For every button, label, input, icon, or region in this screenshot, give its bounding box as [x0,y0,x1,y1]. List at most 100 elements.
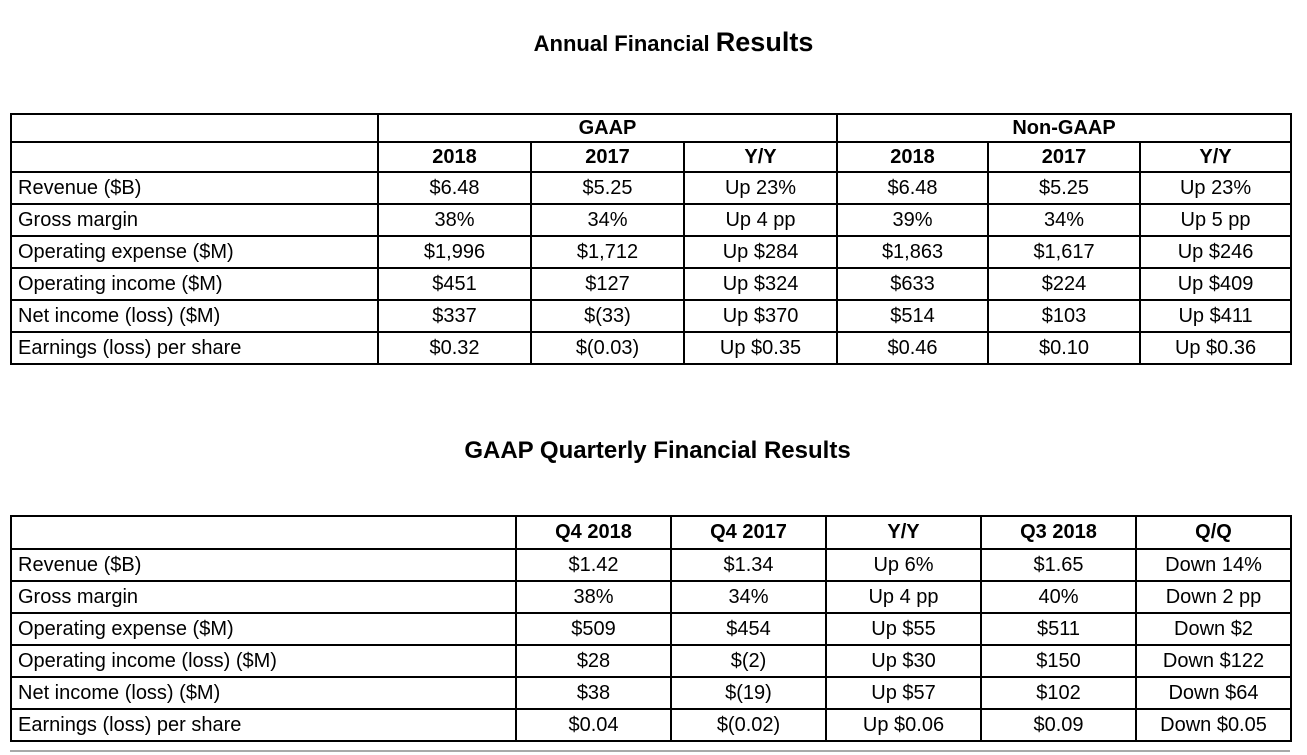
cell-value: $102 [980,676,1137,710]
row-label: Revenue ($B) [10,548,517,582]
cell-value: Up $57 [825,676,982,710]
cell-value: $451 [377,267,532,301]
table-row: Net income (loss) ($M) $38 $(19) Up $57 $102… [10,676,1292,710]
next-row-partial-border [10,750,1290,752]
column-header: 2017 [987,141,1142,173]
cell-value: Up $0.06 [825,708,982,742]
table-row: Revenue ($B) $1.42 $1.34 Up 6% $1.65 Down 14% [10,548,1292,582]
cell-value: Up $0.36 [1139,331,1293,365]
row-label: Net income (loss) ($M) [10,299,379,333]
cell-value: $633 [836,267,990,301]
column-header: Y/Y [682,141,839,173]
cell-value: $0.46 [836,331,990,365]
row-label: Operating expense ($M) [10,235,379,269]
cell-value: 40% [980,580,1137,614]
row-label: Net income (loss) ($M) [10,676,517,710]
cell-value: $511 [980,612,1137,646]
table-row: Net income (loss) ($M) $337 $(33) Up $370 $5… [10,299,1293,333]
cell-value: $1.65 [980,548,1137,582]
cell-value: Down $64 [1135,676,1292,710]
column-header-row: Q4 2018 Q4 2017 Y/Y Q3 2018 Q/Q [10,515,1292,550]
cell-value: $(0.03) [530,331,685,365]
table-row: Earnings (loss) per share $0.04 $(0.02) Up … [10,708,1292,742]
table-row: Operating income ($M) $451 $127 Up $324 $633… [10,267,1293,301]
cell-value: Up $55 [825,612,982,646]
cell-value: Down 14% [1135,548,1292,582]
cell-value: $509 [515,612,672,646]
cell-value: Up $0.35 [682,331,839,365]
cell-value: $454 [670,612,827,646]
cell-value: Up $324 [682,267,839,301]
annual-results-title-emphasis: Results [715,27,814,57]
cell-value: Down $122 [1135,644,1292,678]
cell-value: $0.10 [987,331,1142,365]
cell-value: $1.34 [670,548,827,582]
empty-corner-cell [10,113,379,143]
group-header: GAAP [376,113,839,143]
quarterly-results-table: Q4 2018 Q4 2017 Y/Y Q3 2018 Q/Q Revenue ($B) $… [10,515,1292,742]
row-label: Operating income ($M) [10,267,379,301]
cell-value: $224 [987,267,1142,301]
table-row: Revenue ($B) $6.48 $5.25 Up 23% $6.48 $5.25 Up… [10,171,1293,205]
cell-value: Up 23% [682,171,839,205]
cell-value: $514 [836,299,990,333]
cell-value: $6.48 [377,171,532,205]
cell-value: Up $30 [825,644,982,678]
cell-value: Up $370 [682,299,839,333]
group-header-row: GAAP Non-GAAP [10,113,1293,143]
cell-value: Up $246 [1139,235,1293,269]
cell-value: $(2) [670,644,827,678]
column-header: 2017 [530,141,685,173]
annual-results-title: Annual Financial Results [30,27,1307,58]
annual-results-table: GAAP Non-GAAP 2018 2017 Y/Y 2018 2017 Y/Y Revenu… [10,113,1293,365]
table-row: Earnings (loss) per share $0.32 $(0.03) Up … [10,331,1293,365]
cell-value: Up 23% [1139,171,1293,205]
row-label: Revenue ($B) [10,171,379,205]
cell-value: Up 6% [825,548,982,582]
cell-value: $6.48 [836,171,990,205]
cell-value: $337 [377,299,532,333]
cell-value: $5.25 [530,171,685,205]
cell-value: $1,712 [530,235,685,269]
cell-value: $0.04 [515,708,672,742]
row-label: Earnings (loss) per share [10,331,379,365]
cell-value: 38% [377,203,532,237]
cell-value: $5.25 [987,171,1142,205]
row-label: Gross margin [10,580,517,614]
column-header: Q4 2017 [670,515,827,550]
cell-value: 38% [515,580,672,614]
empty-corner-cell [10,515,517,550]
cell-value: Up $284 [682,235,839,269]
quarterly-results-title: GAAP Quarterly Financial Results [464,437,851,464]
cell-value: $1,617 [987,235,1142,269]
table-row: Operating income (loss) ($M) $28 $(2) Up $3… [10,644,1292,678]
cell-value: $38 [515,676,672,710]
cell-value: Down $0.05 [1135,708,1292,742]
table-row: Operating expense ($M) $1,996 $1,712 Up $28… [10,235,1293,269]
row-label: Operating expense ($M) [10,612,517,646]
cell-value: $1.42 [515,548,672,582]
cell-value: $28 [515,644,672,678]
cell-value: $1,863 [836,235,990,269]
cell-value: Up $411 [1139,299,1293,333]
cell-value: $0.09 [980,708,1137,742]
cell-value: 39% [836,203,990,237]
cell-value: Up 5 pp [1139,203,1293,237]
cell-value: Up $409 [1139,267,1293,301]
table-row: Gross margin 38% 34% Up 4 pp 39% 34% Up 5 pp [10,203,1293,237]
cell-value: $1,996 [377,235,532,269]
column-header: Q/Q [1135,515,1292,550]
cell-value: $0.32 [377,331,532,365]
cell-value: $(0.02) [670,708,827,742]
cell-value: Down 2 pp [1135,580,1292,614]
cell-value: $(19) [670,676,827,710]
column-header: Y/Y [825,515,982,550]
cell-value: Down $2 [1135,612,1292,646]
column-header: Q4 2018 [515,515,672,550]
table-row: Operating expense ($M) $509 $454 Up $55 $511… [10,612,1292,646]
column-header: Y/Y [1139,141,1293,173]
row-label: Operating income (loss) ($M) [10,644,517,678]
column-header-row: 2018 2017 Y/Y 2018 2017 Y/Y [10,141,1293,173]
cell-value: $103 [987,299,1142,333]
